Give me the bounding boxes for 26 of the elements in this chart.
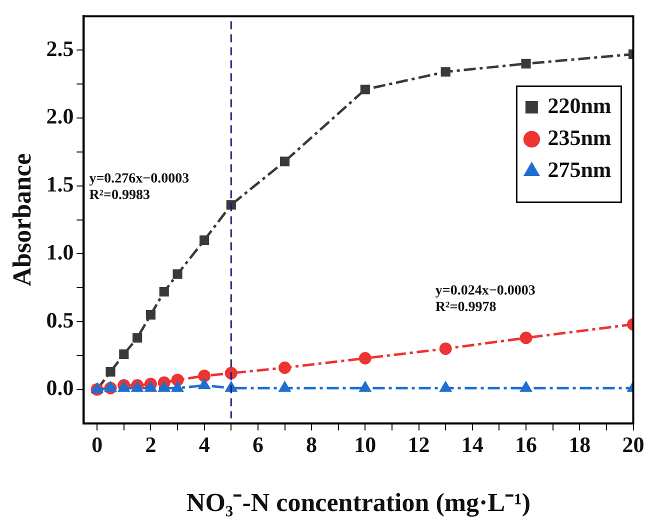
x-tick-label: 4	[198, 432, 210, 458]
legend-label: 235nm	[548, 124, 612, 150]
x-tick-label: 18	[568, 432, 591, 458]
x-tick-label: 20	[622, 432, 644, 458]
annotation: R²=0.9978	[435, 300, 496, 315]
y-tick-label: 2.5	[46, 36, 74, 61]
annotation: R²=0.9983	[89, 188, 150, 203]
annotation: y=0.024x−0.0003	[435, 284, 536, 299]
x-tick-label: 2	[145, 432, 156, 458]
x-tick-label: 8	[306, 432, 318, 458]
y-tick-label: 1.0	[46, 239, 74, 264]
y-axis-title: Absorbance	[7, 153, 36, 286]
y-tick-label: 0.5	[46, 307, 74, 332]
annotation: y=0.276x−0.0003	[89, 172, 190, 187]
x-tick-label: 6	[252, 432, 264, 458]
x-axis-title: NO₃⁻-N concentration (mg·L⁻¹)	[186, 488, 531, 518]
y-tick-label: 2.0	[46, 104, 74, 129]
x-tick-label: 14	[461, 432, 484, 458]
y-tick-label: 1.5	[46, 172, 74, 197]
y-tick-label: 0.0	[46, 375, 74, 400]
x-tick-label: 16	[515, 432, 538, 458]
x-tick-label: 0	[92, 432, 103, 458]
x-tick-label: 12	[408, 432, 430, 458]
legend-label: 275nm	[548, 156, 612, 182]
legend-label: 220nm	[548, 92, 612, 118]
x-tick-label: 10	[354, 432, 376, 458]
